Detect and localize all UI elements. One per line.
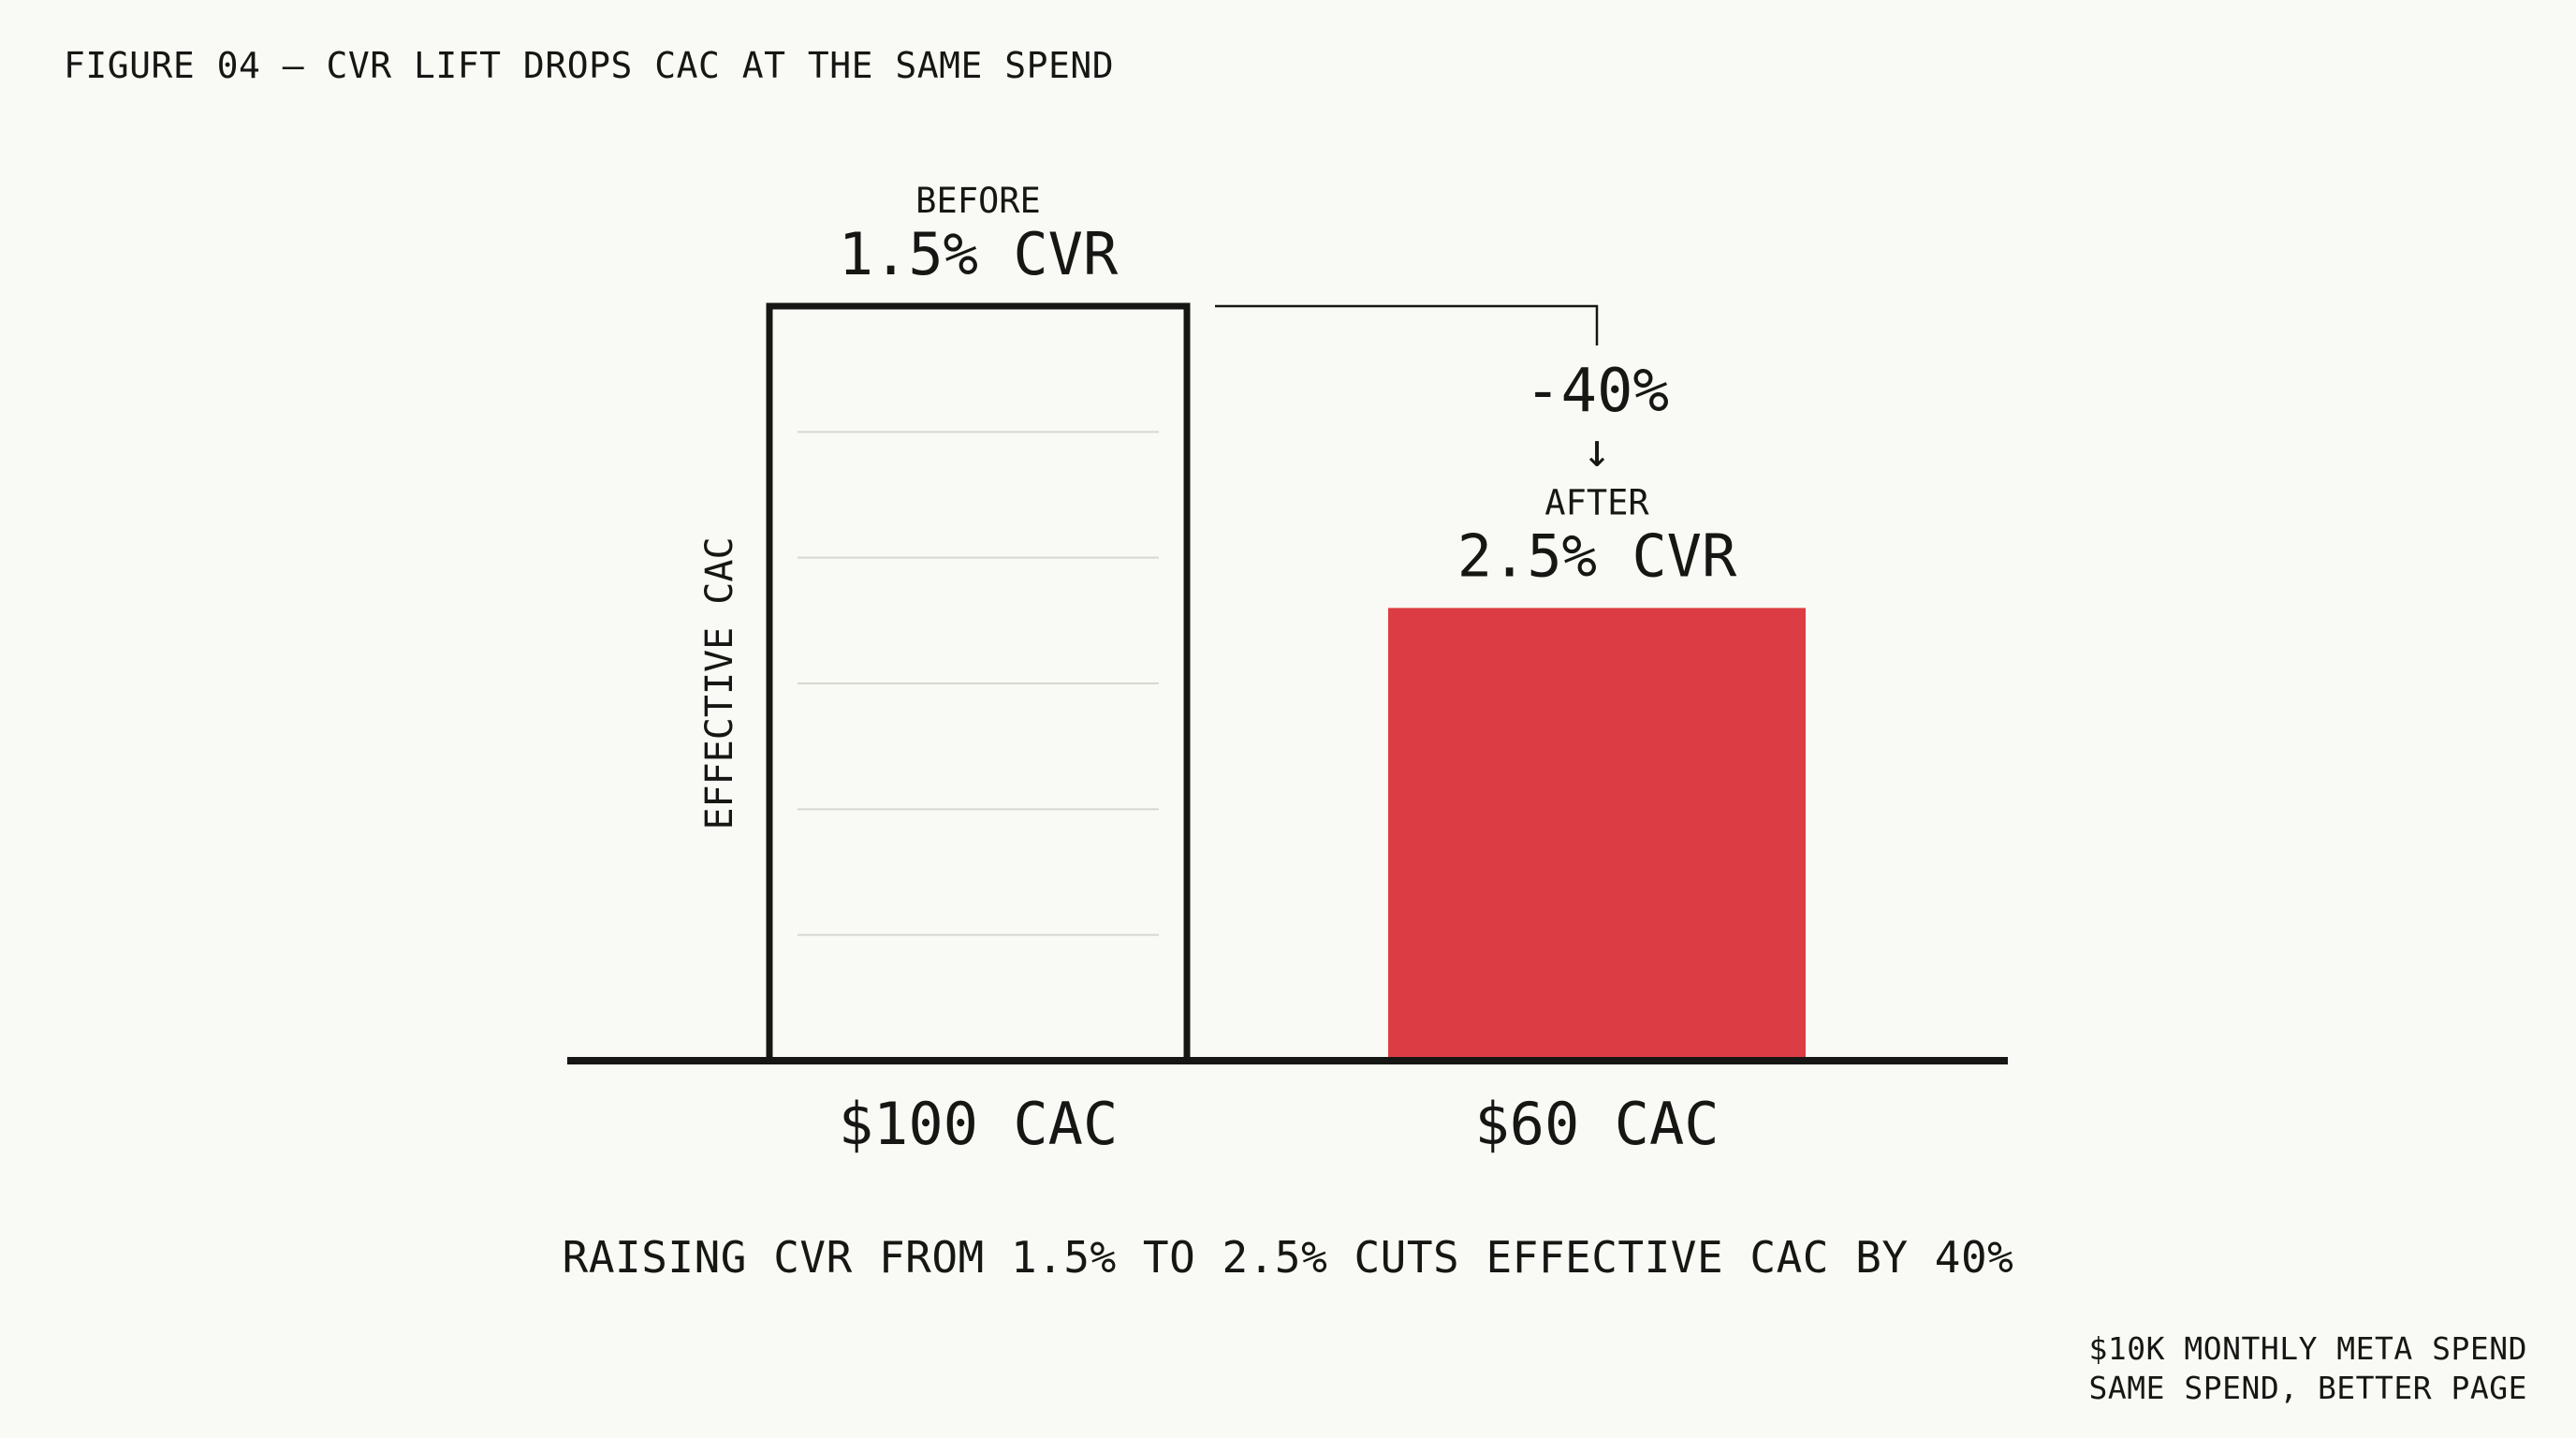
bar-value-label-before: 1.5% CVR: [839, 220, 1119, 288]
down-arrow-icon: ↓: [1583, 423, 1611, 477]
bar-value-label-after: 2.5% CVR: [1457, 521, 1737, 590]
footnote: $10K MONTHLY META SPEND SAME SPEND, BETT…: [2089, 1329, 2527, 1408]
summary-caption: RAISING CVR FROM 1.5% TO 2.5% CUTS EFFEC…: [562, 1232, 2014, 1283]
footnote-line-spend: $10K MONTHLY META SPEND: [2088, 1330, 2527, 1367]
bar-after: [1388, 608, 1806, 1061]
reduction-annotation: -40%: [1525, 357, 1669, 426]
figure-title: FIGURE 04 — CVR LIFT DROPS CAC AT THE SA…: [64, 45, 1115, 86]
footnote-line-page: SAME SPEND, BETTER PAGE: [2088, 1370, 2527, 1406]
category-label-after: AFTER: [1544, 482, 1649, 522]
tick-label-after: $60 CAC: [1474, 1090, 1719, 1158]
category-label-before: BEFORE: [915, 181, 1041, 221]
reduction-connector: [1215, 304, 1599, 345]
y-axis-label: EFFECTIVE CAC: [698, 536, 741, 829]
tick-label-before: $100 CAC: [839, 1090, 1119, 1158]
